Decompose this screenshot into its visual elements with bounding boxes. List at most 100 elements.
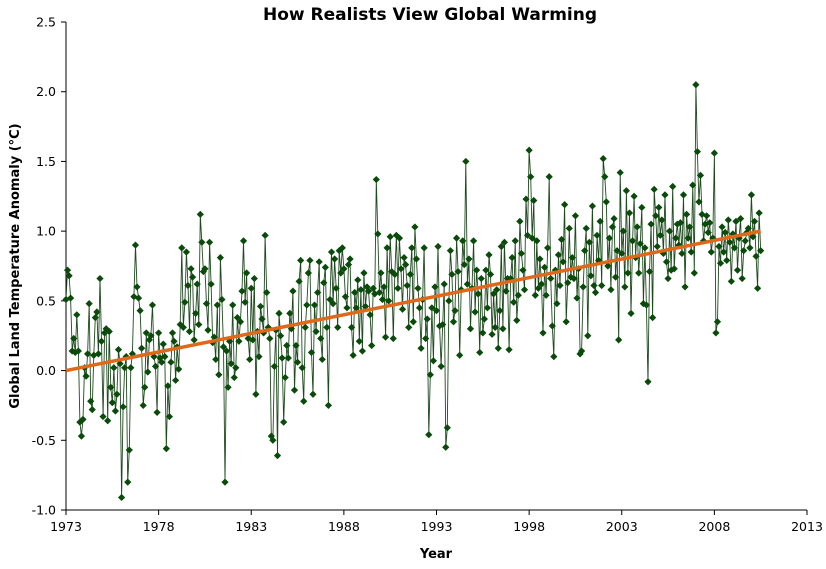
data-point <box>727 277 735 285</box>
data-point <box>247 284 255 292</box>
data-point <box>141 383 149 391</box>
x-tick-label: 2003 <box>606 519 638 534</box>
data-point <box>114 346 123 354</box>
data-point <box>724 216 732 224</box>
data-point <box>423 315 431 323</box>
data-point <box>412 255 421 263</box>
data-point <box>500 238 509 246</box>
data-point <box>150 353 158 361</box>
data-point <box>161 353 169 361</box>
data-point <box>65 272 73 280</box>
data-point <box>71 348 79 357</box>
data-point <box>483 304 492 312</box>
data-point <box>490 290 498 298</box>
data-point <box>122 353 130 361</box>
data-point <box>185 327 194 336</box>
data-point <box>227 360 235 368</box>
data-point <box>335 247 343 255</box>
data-point <box>516 217 524 225</box>
data-point <box>250 274 258 283</box>
data-point <box>94 350 103 358</box>
data-point <box>238 287 246 295</box>
data-point <box>293 358 302 366</box>
data-point <box>746 244 754 252</box>
data-point <box>90 351 98 359</box>
data-point <box>84 350 92 358</box>
data-point <box>744 224 752 232</box>
data-point <box>258 315 266 323</box>
data-point <box>378 295 387 304</box>
data-point <box>93 308 101 316</box>
data-point <box>644 378 652 386</box>
data-point <box>664 274 672 283</box>
data-point <box>375 288 383 297</box>
data-point <box>111 407 119 415</box>
data-point <box>292 341 300 350</box>
data-point <box>286 309 294 318</box>
data-point <box>182 248 191 256</box>
data-point <box>417 344 425 352</box>
data-point <box>752 252 760 260</box>
data-point <box>737 214 745 223</box>
data-point <box>219 343 228 351</box>
data-point <box>405 323 413 331</box>
data-point <box>134 294 143 302</box>
data-point <box>561 201 569 209</box>
data-point <box>297 256 305 265</box>
data-point <box>306 256 314 265</box>
data-point <box>732 217 740 225</box>
data-point <box>392 231 400 239</box>
data-point <box>326 295 334 304</box>
y-axis-label: Global Land Temperature Anomaly (°C) <box>8 123 23 408</box>
data-point <box>679 191 688 199</box>
data-point <box>295 277 303 285</box>
data-point <box>553 300 561 308</box>
data-point <box>300 397 308 405</box>
data-point <box>212 355 220 364</box>
data-point <box>414 284 422 292</box>
data-point <box>497 242 505 251</box>
data-point <box>548 322 556 330</box>
data-point <box>437 362 445 370</box>
data-point <box>97 337 106 345</box>
data-point <box>148 301 157 309</box>
data-point <box>656 231 664 239</box>
data-point <box>312 327 320 336</box>
data-point <box>303 301 311 309</box>
data-point <box>721 228 729 237</box>
x-tick-label: 1973 <box>50 519 82 534</box>
data-point <box>562 318 570 326</box>
data-point <box>315 258 323 266</box>
data-point <box>406 270 414 278</box>
data-point <box>522 195 530 203</box>
data-point <box>485 251 493 259</box>
data-point <box>570 274 578 283</box>
data-point <box>374 230 382 238</box>
data-series <box>62 81 765 502</box>
data-point <box>301 323 309 331</box>
data-point <box>496 307 504 315</box>
data-point <box>121 364 129 372</box>
data-point <box>605 234 613 242</box>
data-point <box>452 234 461 242</box>
data-point <box>394 284 402 292</box>
data-point <box>402 261 410 269</box>
data-point <box>482 266 490 274</box>
data-point <box>540 263 549 271</box>
data-point <box>236 318 245 326</box>
x-tick-label: 1983 <box>235 519 267 534</box>
data-point <box>425 431 433 439</box>
data-point <box>641 244 649 252</box>
data-point <box>514 291 522 299</box>
data-point <box>585 238 593 246</box>
trendline <box>65 229 762 373</box>
data-point <box>593 231 601 239</box>
data-point <box>505 346 513 354</box>
data-point <box>310 301 319 309</box>
data-point <box>119 403 127 411</box>
data-point <box>601 173 609 181</box>
data-point <box>449 318 458 326</box>
data-point <box>164 382 172 390</box>
data-point <box>165 412 174 421</box>
data-point <box>520 286 529 294</box>
